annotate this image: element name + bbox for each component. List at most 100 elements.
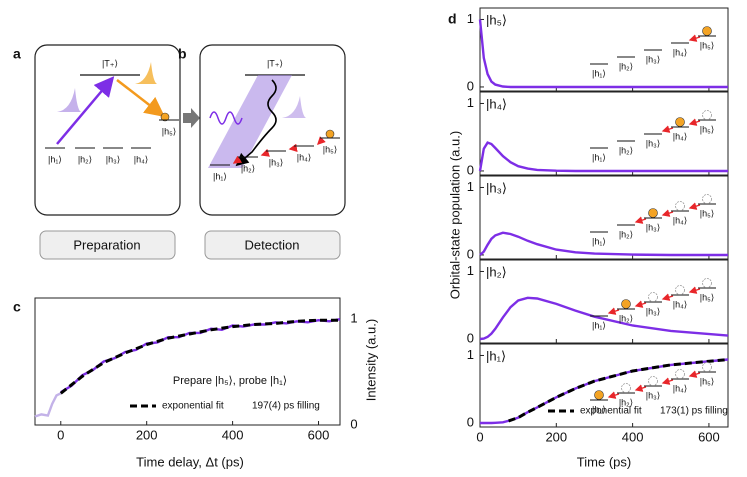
level-label: |h₁⟩ <box>592 404 606 414</box>
level-label: |h₄⟩ <box>673 131 688 141</box>
level-label: |h₁⟩ <box>592 152 606 162</box>
data-line <box>479 231 728 257</box>
button <box>39 230 176 260</box>
empty-dot <box>621 383 631 393</box>
y-tick-label: 1 <box>467 11 474 26</box>
fit-line <box>508 358 729 423</box>
relax-arrow <box>260 148 270 157</box>
annotation: 197(4) ps filling <box>252 401 320 412</box>
diagram-box <box>199 44 346 216</box>
level-label: |h₅⟩ <box>700 208 714 218</box>
x-axis-label: Time (ps) <box>577 454 631 469</box>
level-label: |h₄⟩ <box>673 47 688 57</box>
emission-pulse <box>135 62 157 84</box>
level-label: |h₅⟩ <box>700 376 714 386</box>
plot-frame <box>479 175 729 260</box>
level-label: |h₂⟩ <box>241 163 255 173</box>
data-line <box>479 296 729 341</box>
hole-dot <box>160 112 170 122</box>
relax-arrow <box>634 300 647 308</box>
level-label: |h₃⟩ <box>646 138 661 148</box>
legend-label: exponential fit <box>580 406 642 417</box>
x-tick-label: 400 <box>622 429 644 444</box>
level-label: |h₅⟩ <box>700 124 714 134</box>
gray-arrow <box>183 108 200 128</box>
plot-frame <box>479 343 729 428</box>
empty-dot <box>702 362 712 372</box>
pump-arrow <box>56 76 115 145</box>
data-line <box>34 392 62 418</box>
data-line <box>478 141 728 173</box>
relax-arrow <box>661 293 674 301</box>
y-axis-label: Orbital-state population (a.u.) <box>447 131 462 299</box>
level-label: |h₅⟩ <box>162 126 176 136</box>
button-label: Detection <box>245 237 300 252</box>
panel-letter: b <box>178 46 187 62</box>
state-label: |h₅⟩ <box>486 12 507 27</box>
empty-dot <box>675 285 685 295</box>
state-label: |h₁⟩ <box>486 348 506 363</box>
y-tick-label: 1 <box>467 179 474 194</box>
level-label: |h₄⟩ <box>673 383 688 393</box>
y-tick-label: 1 <box>467 347 474 362</box>
y-tick-label: 1 <box>350 311 357 326</box>
level-label: |h₂⟩ <box>619 61 633 71</box>
hole-dot <box>594 390 604 400</box>
plot-frame <box>479 259 729 344</box>
panel-letter: a <box>13 46 21 62</box>
x-tick-label: 200 <box>545 429 567 444</box>
empty-dot <box>702 278 712 288</box>
relax-arrow <box>688 370 701 378</box>
probe-pulse <box>209 111 243 125</box>
emission-wave <box>235 79 277 167</box>
relax-arrow <box>634 384 647 392</box>
empty-dot <box>702 110 712 120</box>
x-axis-label: Time delay, Δt (ps) <box>136 454 244 469</box>
level-label: |h₃⟩ <box>646 54 661 64</box>
top-level-label: |T₊⟩ <box>267 58 283 68</box>
level-label: |h₄⟩ <box>297 152 312 162</box>
data-line <box>478 19 728 89</box>
relax-arrow <box>661 377 674 385</box>
x-tick-label: 400 <box>222 427 244 442</box>
panel-letter: d <box>448 11 457 27</box>
y-axis-label: Intensity (a.u.) <box>363 319 378 401</box>
legend-label: exponential fit <box>162 401 224 412</box>
relax-arrow <box>232 155 243 164</box>
level-label: |h₁⟩ <box>592 236 606 246</box>
level-label: |h₂⟩ <box>619 397 633 407</box>
x-tick-label: 0 <box>57 427 64 442</box>
level-label: |h₃⟩ <box>646 306 661 316</box>
y-tick-label: 0 <box>467 78 474 93</box>
relax-arrow <box>688 34 701 42</box>
y-tick-label: 1 <box>467 263 474 278</box>
button <box>204 230 341 260</box>
level-label: |h₄⟩ <box>134 154 149 164</box>
level-label: |h₅⟩ <box>700 292 714 302</box>
plot-frame <box>34 297 341 426</box>
plot-frame <box>479 7 729 92</box>
relax-arrow <box>661 209 674 217</box>
level-label: |h₂⟩ <box>619 313 633 323</box>
reflected-pulse <box>282 96 306 118</box>
y-tick-label: 0 <box>467 330 474 345</box>
diagram-box <box>34 44 181 216</box>
level-label: |h₃⟩ <box>269 157 284 167</box>
level-label: |h₅⟩ <box>323 144 337 154</box>
level-label: |h₂⟩ <box>78 154 92 164</box>
hole-dot <box>325 129 335 139</box>
y-tick-label: 0 <box>467 162 474 177</box>
relax-arrow <box>288 143 298 152</box>
relax-arrow <box>661 125 674 133</box>
annotation: Prepare |h₅⟩, probe |h₁⟩ <box>173 375 287 387</box>
button-label: Preparation <box>73 237 140 252</box>
level-label: |h₁⟩ <box>592 320 606 330</box>
relax-arrow <box>688 202 701 210</box>
state-label: |h₄⟩ <box>486 96 507 111</box>
level-label: |h₅⟩ <box>700 40 714 50</box>
level-label: |h₁⟩ <box>213 171 227 181</box>
hole-dot <box>621 299 631 309</box>
level-label: |h₂⟩ <box>619 145 633 155</box>
x-tick-label: 600 <box>698 429 720 444</box>
